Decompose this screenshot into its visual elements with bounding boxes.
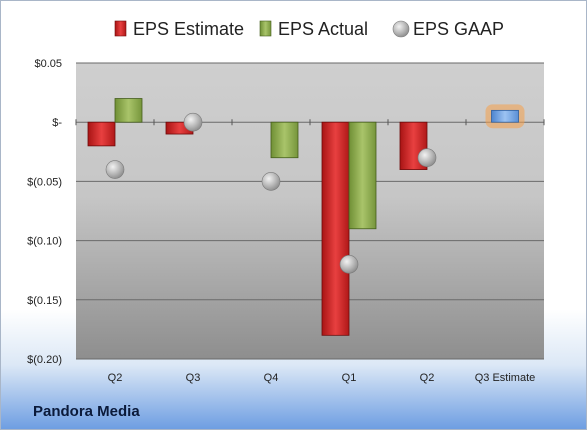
data-marks	[87, 98, 525, 336]
legend-label: EPS Estimate	[133, 19, 244, 39]
x-tick-label: Q2	[108, 372, 123, 384]
legend-label: EPS GAAP	[413, 19, 504, 39]
x-tick-label: Q4	[264, 372, 279, 384]
bar-eps-estimate	[399, 121, 428, 170]
axes: $0.05 $- $(0.05) $(0.10) $(0.15) $(0.20) Q2 Q3 Q…	[27, 58, 545, 384]
point-eps-gaap	[261, 172, 281, 191]
legend: EPS Estimate EPS Actual EPS GAAP	[114, 19, 504, 39]
plot-background	[76, 63, 544, 359]
point-eps-gaap	[105, 160, 125, 179]
bar-eps-actual	[270, 121, 299, 159]
y-tick-label: $(0.10)	[27, 236, 62, 248]
point-eps-gaap	[339, 254, 359, 274]
point-eps-gaap	[417, 148, 437, 168]
y-tick-label: $-	[52, 117, 62, 129]
legend-swatch-actual	[259, 20, 272, 37]
y-tick-label: $0.05	[34, 58, 62, 70]
company-name: Pandora Media	[33, 403, 140, 420]
y-tick-label: $(0.20)	[27, 354, 62, 366]
legend-swatch-estimate	[114, 20, 127, 37]
x-tick-label: Q1	[342, 372, 357, 384]
bar-q3-estimate	[491, 109, 519, 123]
bar-eps-estimate	[321, 121, 350, 336]
legend-label: EPS Actual	[278, 19, 368, 39]
plot-area	[76, 62, 544, 360]
bar-eps-estimate	[87, 121, 116, 147]
bar-eps-actual	[114, 98, 143, 123]
x-tick-label: Q3	[186, 372, 201, 384]
y-tick-label: $(0.15)	[27, 295, 62, 307]
x-tick-label: Q3 Estimate	[475, 372, 536, 384]
y-tick-label: $(0.05)	[27, 176, 62, 188]
point-eps-gaap	[183, 112, 203, 132]
x-tick-label: Q2	[420, 372, 435, 384]
bar-eps-actual	[348, 121, 377, 230]
legend-swatch-gaap	[392, 20, 410, 38]
